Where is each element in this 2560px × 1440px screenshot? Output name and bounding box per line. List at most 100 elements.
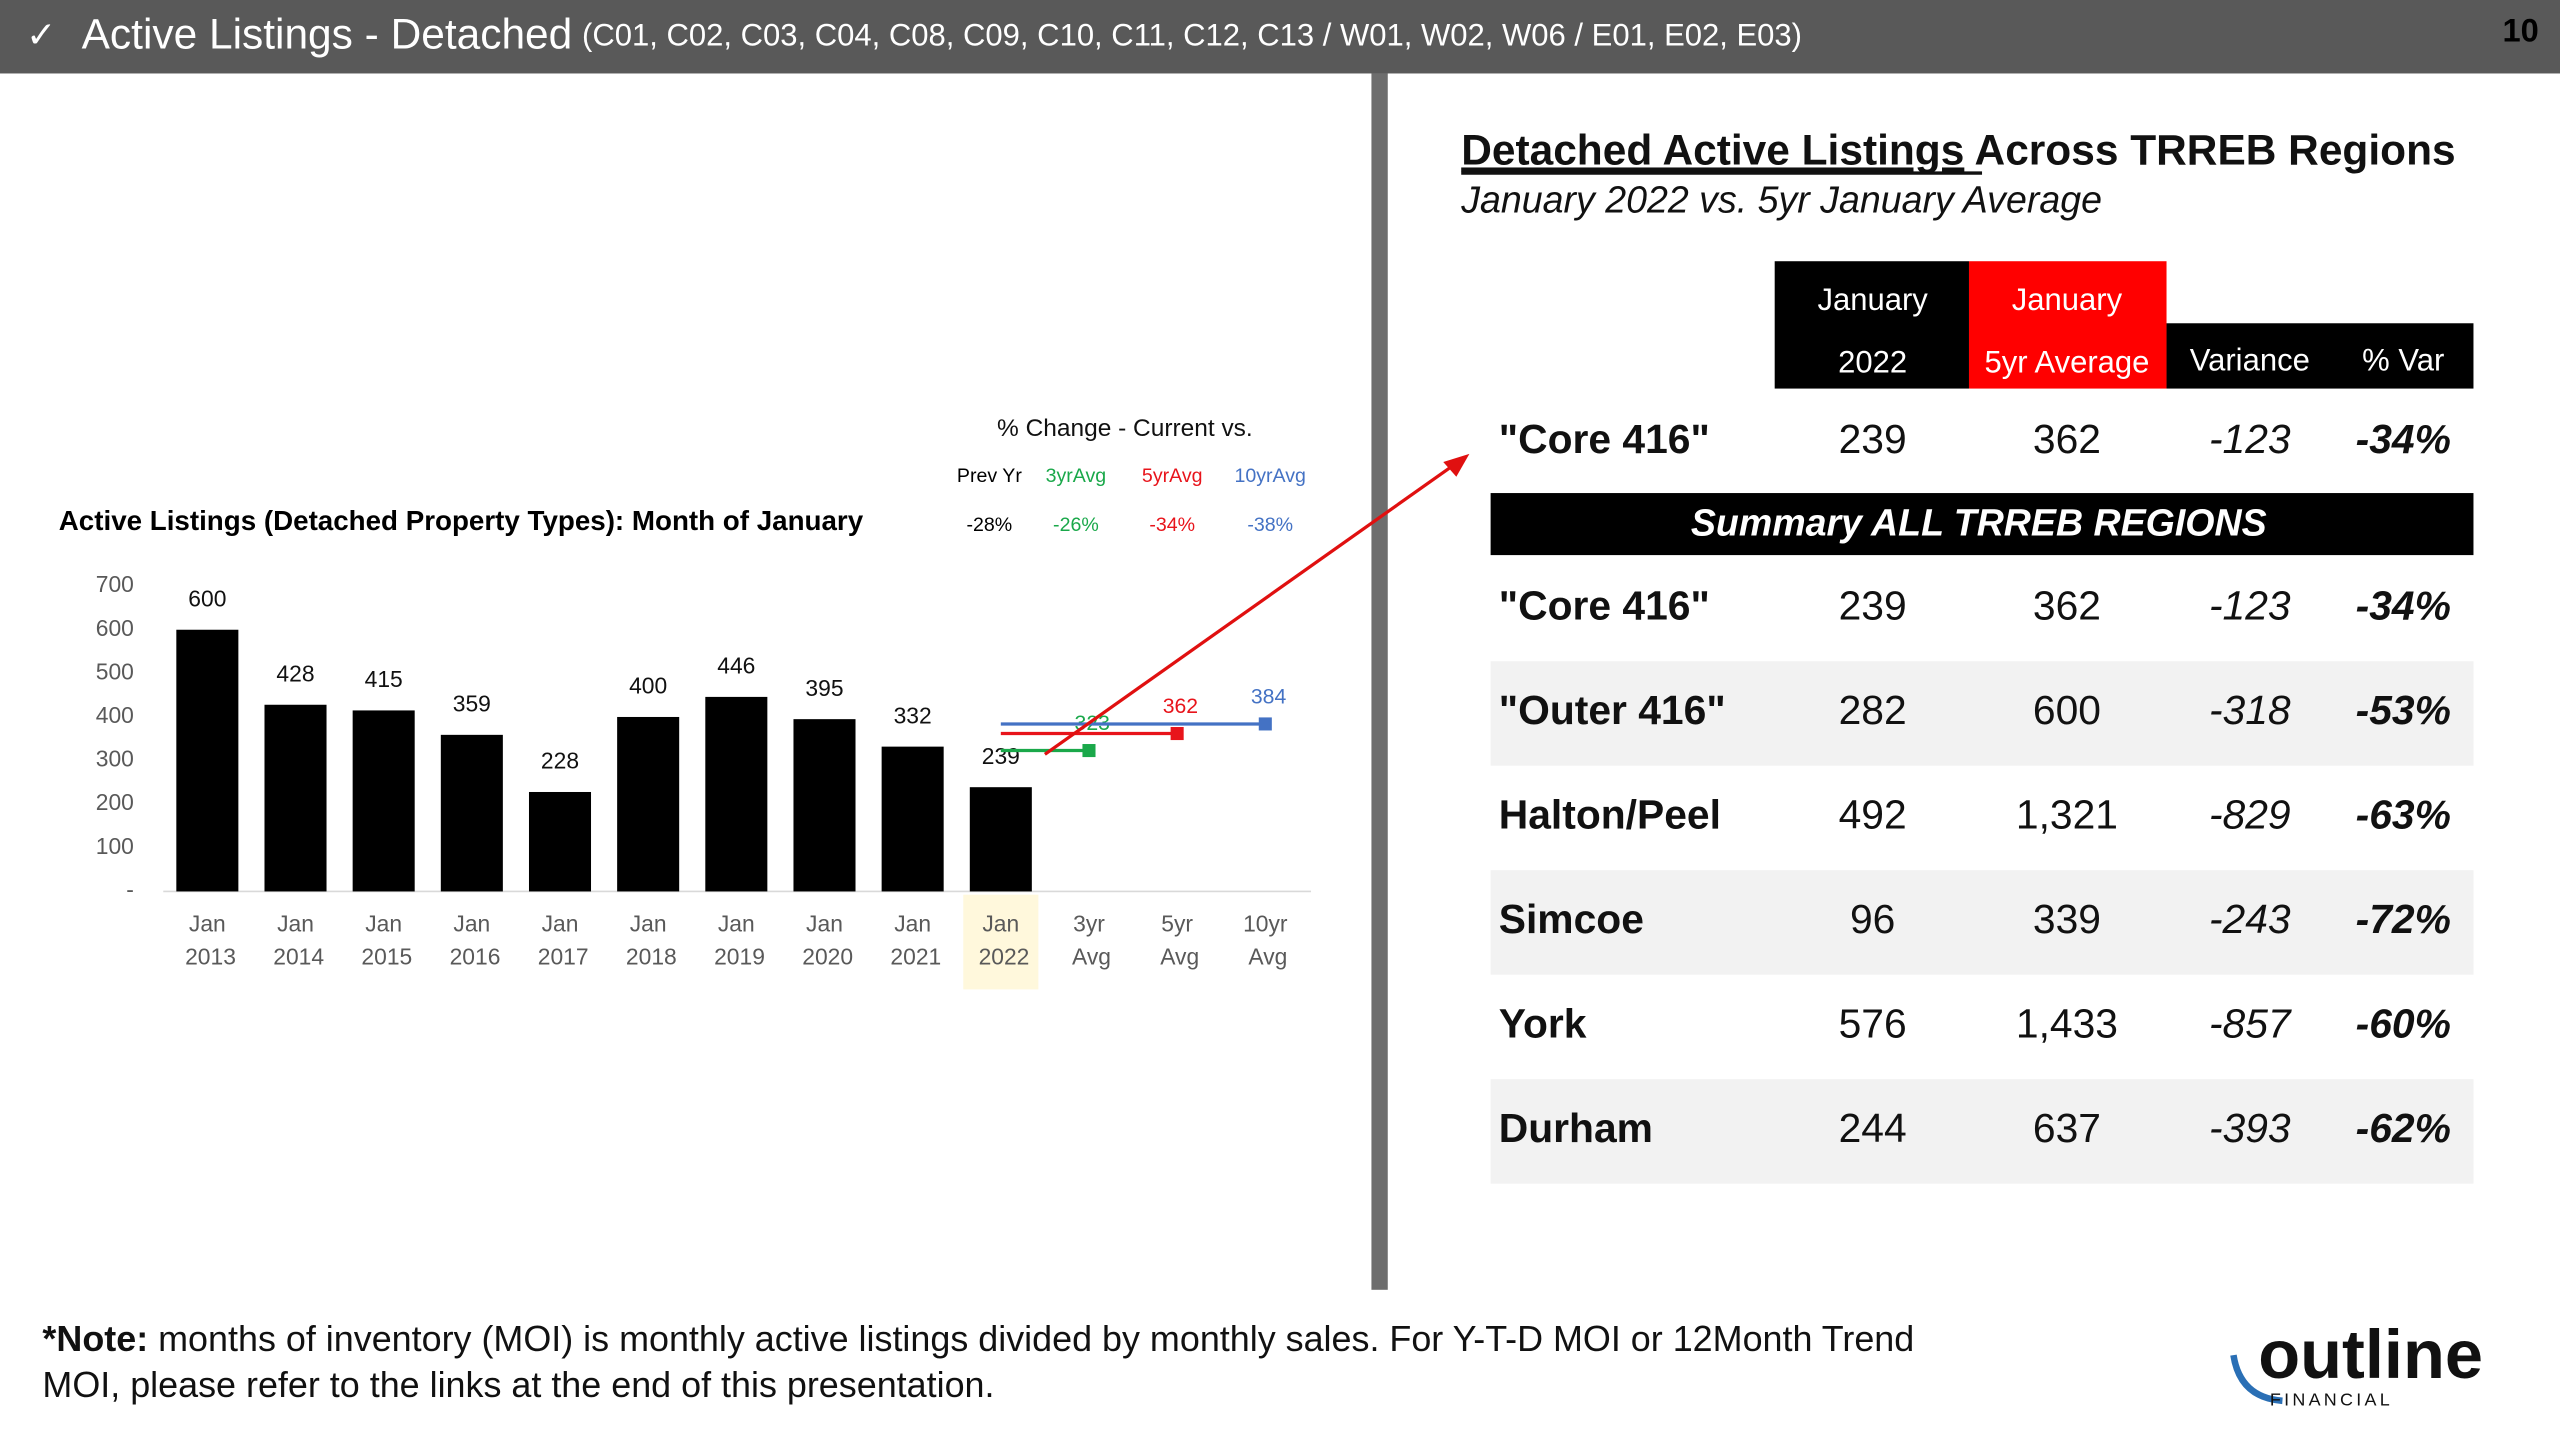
cell: -857 xyxy=(2209,1001,2292,1047)
value-label: 359 xyxy=(453,690,491,716)
x-tick-label: 5yr Avg xyxy=(1155,911,1199,970)
cell: 96 xyxy=(1850,896,1895,942)
cell: 600 xyxy=(2033,687,2101,733)
change-header: Prev Yr xyxy=(957,465,1022,487)
highlight xyxy=(963,894,1039,990)
cell: -53% xyxy=(2356,687,2451,733)
value-label: 362 xyxy=(1163,695,1198,718)
x-tick-label: Jan 2020 xyxy=(796,911,853,970)
cell: -34% xyxy=(2356,416,2451,462)
value-label: 228 xyxy=(541,748,579,774)
x-tick-label: Jan 2022 xyxy=(972,911,1029,970)
bar xyxy=(881,746,944,892)
header-text: 5yr Average xyxy=(1984,344,2149,379)
cell: 637 xyxy=(2033,1105,2101,1151)
chart-title: Active Listings (Detached Property Types… xyxy=(59,505,864,536)
cell: -393 xyxy=(2209,1105,2291,1151)
table: January 2022 January 5yr Average Variance % V… xyxy=(1490,282,2474,1184)
row-bg xyxy=(1490,1079,2474,1184)
cell: 362 xyxy=(2033,416,2101,462)
cell: 1,433 xyxy=(2016,1001,2118,1047)
cell: 239 xyxy=(1839,416,1907,462)
cell: 1,321 xyxy=(2016,792,2118,838)
header-text: January xyxy=(2012,282,2123,317)
bar xyxy=(528,791,592,892)
change-header: 5yrAvg xyxy=(1142,465,1203,487)
note-line: months of inventory (MOI) is monthly act… xyxy=(148,1319,1914,1360)
row-label: Halton/Peel xyxy=(1499,792,1721,838)
page-number: 10 xyxy=(2502,11,2538,48)
table-area: Detached Active Listings Across TRREB Re… xyxy=(1043,127,2474,1184)
title-rest: Across TRREB Regions xyxy=(1964,127,2455,174)
cell: 576 xyxy=(1839,1001,1907,1047)
cell: -72% xyxy=(2356,896,2451,942)
note: *Note: months of inventory (MOI) is mont… xyxy=(42,1319,1914,1360)
value-label: 239 xyxy=(982,743,1020,769)
value-label: 600 xyxy=(188,585,226,611)
y-tick-label: 100 xyxy=(96,833,134,859)
row-label: "Outer 416" xyxy=(1499,687,1726,733)
y-tick-label: 700 xyxy=(96,571,134,597)
value-label: 395 xyxy=(805,675,843,701)
cell: 492 xyxy=(1839,792,1907,838)
bar xyxy=(352,710,415,892)
header-cell xyxy=(2166,323,2474,389)
change-header: 3yrAvg xyxy=(1046,465,1107,487)
cell: -829 xyxy=(2209,792,2291,838)
row-bg xyxy=(1490,870,2474,975)
header-cell xyxy=(1774,261,1969,389)
cell: -123 xyxy=(2209,416,2291,462)
header-title: Active Listings - Detached (C01, C02, C03… xyxy=(82,11,1802,58)
cell: 282 xyxy=(1839,687,1907,733)
summary-bar xyxy=(1490,493,2474,556)
arrow xyxy=(1043,460,1459,756)
change-value: -28% xyxy=(967,514,1013,536)
header-text: 2022 xyxy=(1838,344,1907,379)
cell: -63% xyxy=(2356,792,2451,838)
y-tick-label: 300 xyxy=(96,746,134,772)
arrowhead xyxy=(1443,453,1470,477)
y-tick-label: 200 xyxy=(96,789,134,815)
average-marker xyxy=(1170,727,1184,741)
bar xyxy=(705,696,768,892)
bar xyxy=(264,704,327,892)
cell: 244 xyxy=(1839,1105,1907,1151)
summary-label: Summary ALL TRREB REGIONS xyxy=(1691,502,2267,544)
cell: -62% xyxy=(2356,1105,2451,1151)
y-tick-label: 600 xyxy=(96,615,134,641)
row-label: Durham xyxy=(1499,1105,1653,1151)
cell: 362 xyxy=(2033,583,2101,629)
row-label: "Core 416" xyxy=(1499,416,1710,462)
value-label: 400 xyxy=(629,673,667,699)
logo-swoosh xyxy=(2230,1354,2283,1405)
header-text: January xyxy=(1817,282,1928,317)
x-tick-label: Jan 2016 xyxy=(443,911,500,970)
row-label: York xyxy=(1499,1001,1587,1047)
logo-sub: FINANCIAL xyxy=(2270,1390,2393,1410)
bar xyxy=(176,629,239,892)
change-header: 10yrAvg xyxy=(1234,465,1305,487)
value-label: 332 xyxy=(894,702,932,728)
note-line: MOI, please refer to the links at the en… xyxy=(42,1364,994,1405)
cell: 339 xyxy=(2033,896,2101,942)
x-tick-label: Jan 2021 xyxy=(884,911,941,970)
average-marker xyxy=(1258,717,1272,731)
cell: -318 xyxy=(2209,687,2291,733)
x-tick-label: 10yr Avg xyxy=(1243,911,1288,970)
bar xyxy=(440,734,503,892)
bar xyxy=(617,716,680,892)
value-label: 446 xyxy=(717,653,755,679)
check-icon: ✓ xyxy=(26,14,56,55)
value-label: 415 xyxy=(365,666,403,692)
cell: -243 xyxy=(2209,896,2291,942)
x-tick-label: Jan 2015 xyxy=(355,911,412,970)
header-bar xyxy=(0,0,2560,74)
value-label: 428 xyxy=(276,660,314,686)
cell: -34% xyxy=(2356,583,2451,629)
cell: -123 xyxy=(2209,583,2291,629)
cell: 239 xyxy=(1839,583,1907,629)
y-tick-label: 400 xyxy=(96,702,134,728)
cell: -60% xyxy=(2356,1001,2451,1047)
